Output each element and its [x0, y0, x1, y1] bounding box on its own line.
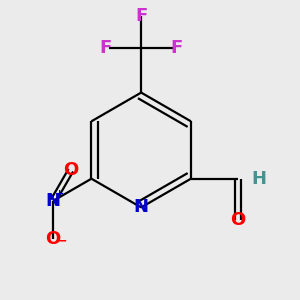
Text: −: − — [57, 235, 67, 248]
Text: F: F — [100, 39, 112, 57]
Text: O: O — [63, 161, 79, 179]
Text: F: F — [170, 39, 183, 57]
Text: +: + — [55, 189, 64, 199]
Text: O: O — [230, 211, 246, 229]
Text: N: N — [134, 198, 149, 216]
Text: H: H — [251, 170, 266, 188]
Text: N: N — [46, 192, 61, 210]
Text: F: F — [135, 7, 147, 25]
Text: O: O — [46, 230, 61, 248]
